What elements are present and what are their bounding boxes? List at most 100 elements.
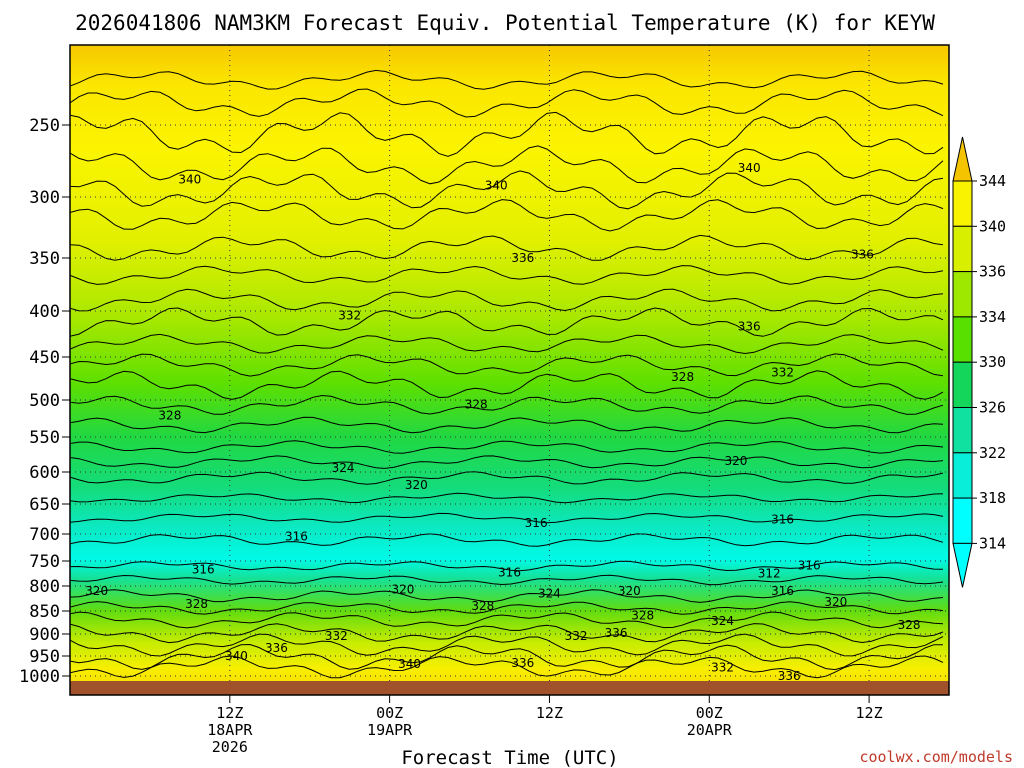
contour-line bbox=[70, 234, 944, 261]
colorbar-label: 334 bbox=[979, 308, 1006, 326]
contour-lines bbox=[70, 69, 944, 679]
contour-line bbox=[70, 471, 944, 485]
contour-label: 312 bbox=[758, 567, 781, 581]
contour-label: 340 bbox=[225, 649, 248, 663]
contour-line bbox=[70, 145, 944, 185]
colorbar-bottom-arrow bbox=[952, 542, 973, 588]
y-axis: 250 300 350 400 450 500 550 600 650 700 750 800 850 9… bbox=[19, 116, 70, 687]
y-tick-label: 600 bbox=[29, 463, 60, 483]
contour-line bbox=[70, 353, 944, 377]
colorbar-label: 336 bbox=[979, 263, 1006, 281]
contour-label: 328 bbox=[631, 609, 654, 623]
contour-label: 316 bbox=[285, 530, 308, 544]
y-tick-label: 1000 bbox=[19, 667, 60, 687]
contour-label: 336 bbox=[778, 669, 801, 683]
contour-label: 320 bbox=[824, 595, 847, 609]
contour-line bbox=[70, 455, 944, 469]
surface-terrain bbox=[70, 681, 949, 695]
y-tick-label: 950 bbox=[29, 647, 60, 667]
contour-label: 336 bbox=[605, 626, 628, 640]
colorbar-label: 318 bbox=[979, 489, 1006, 507]
contour-label: 328 bbox=[898, 618, 921, 632]
contour-line bbox=[70, 199, 944, 232]
colorbar-label: 344 bbox=[979, 172, 1006, 190]
contour-label: 316 bbox=[798, 559, 821, 573]
colorbar-segment bbox=[952, 271, 973, 318]
y-tick-label: 350 bbox=[29, 249, 60, 269]
contour-label: 332 bbox=[565, 629, 588, 643]
colorbar-label: 340 bbox=[979, 217, 1006, 235]
colorbar-segment bbox=[952, 452, 973, 499]
contour-label: 324 bbox=[711, 614, 734, 628]
contour-label: 336 bbox=[738, 320, 761, 334]
contour-label: 340 bbox=[485, 178, 508, 192]
colorbar-segment bbox=[952, 361, 973, 409]
y-tick-label: 500 bbox=[29, 391, 60, 411]
contour-line bbox=[70, 333, 944, 355]
x-tick-label: 19APR bbox=[367, 721, 413, 739]
y-tick-label: 900 bbox=[29, 625, 60, 645]
colorbar-segment bbox=[952, 180, 973, 227]
contour-line bbox=[70, 265, 944, 285]
contour-label: 324 bbox=[538, 587, 561, 601]
contour-label: 320 bbox=[85, 584, 108, 598]
y-tick-label: 450 bbox=[29, 348, 60, 368]
contour-line bbox=[70, 611, 944, 629]
contour-line bbox=[70, 623, 944, 644]
contour-label: 336 bbox=[511, 251, 534, 265]
contour-label: 336 bbox=[851, 247, 874, 261]
colorbar: 344 340 336 334 330 326 322 318 314 bbox=[952, 136, 1006, 588]
colorbar-label: 330 bbox=[979, 353, 1006, 371]
colorbar-segment bbox=[952, 407, 973, 454]
y-tick-label: 650 bbox=[29, 495, 60, 515]
x-tick-label: 20APR bbox=[687, 721, 733, 739]
x-tick-label: 12Z bbox=[856, 704, 883, 722]
x-tick-label: 00Z bbox=[376, 704, 403, 722]
contour-label: 332 bbox=[338, 309, 361, 323]
contour-line bbox=[70, 69, 944, 90]
colorbar-label: 314 bbox=[979, 534, 1006, 552]
contour-label: 328 bbox=[671, 370, 694, 384]
contour-line bbox=[70, 512, 944, 524]
y-tick-label: 250 bbox=[29, 116, 60, 136]
colorbar-segment bbox=[952, 225, 973, 273]
contour-labels: 340 340 340 336 336 336 332 332 328 328 328 324 320 3… bbox=[85, 161, 921, 683]
y-tick-label: 700 bbox=[29, 525, 60, 545]
contour-line bbox=[70, 88, 944, 118]
y-tick-label: 400 bbox=[29, 302, 60, 322]
y-tick-label: 850 bbox=[29, 602, 60, 622]
colorbar-segment bbox=[952, 497, 973, 544]
contour-line bbox=[70, 560, 944, 572]
contour-line bbox=[70, 492, 944, 504]
contour-label: 328 bbox=[471, 599, 494, 613]
contour-line bbox=[70, 440, 944, 454]
contour-line bbox=[70, 416, 944, 434]
contour-label: 340 bbox=[398, 657, 421, 671]
contour-label: 328 bbox=[158, 409, 181, 423]
contour-line bbox=[70, 574, 944, 586]
contour-line bbox=[70, 533, 944, 547]
gridlines bbox=[70, 45, 949, 695]
contour-label: 340 bbox=[738, 161, 761, 175]
colorbar-label: 326 bbox=[979, 399, 1006, 417]
contour-line bbox=[70, 307, 944, 337]
y-tick-label: 800 bbox=[29, 577, 60, 597]
x-tick-label: 12Z bbox=[216, 704, 243, 722]
contour-label: 332 bbox=[771, 365, 794, 379]
contour-label: 340 bbox=[178, 173, 201, 187]
x-tick-label: 18APR bbox=[207, 721, 253, 739]
colorbar-top-arrow bbox=[952, 136, 973, 182]
contour-label: 332 bbox=[325, 629, 348, 643]
contour-label: 320 bbox=[724, 454, 747, 468]
contour-line bbox=[70, 394, 944, 415]
contour-label: 336 bbox=[511, 656, 534, 670]
chart-title: 2026041806 NAM3KM Forecast Equiv. Potent… bbox=[75, 11, 935, 35]
y-tick-label: 750 bbox=[29, 552, 60, 572]
contour-label: 332 bbox=[711, 661, 734, 675]
contour-line bbox=[70, 170, 944, 210]
plot-frame bbox=[69, 44, 950, 696]
colorbar-label: 322 bbox=[979, 444, 1006, 462]
contour-line bbox=[70, 370, 944, 400]
